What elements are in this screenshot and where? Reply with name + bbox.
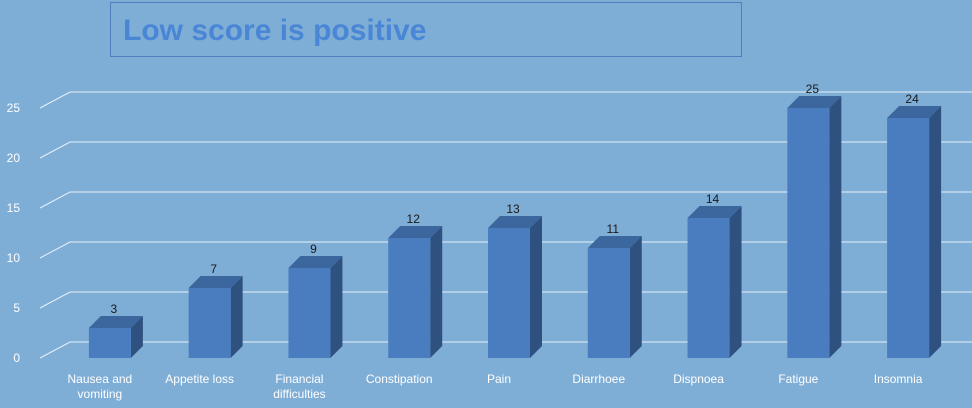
y-tick-label: 25 bbox=[7, 101, 21, 115]
bar-side bbox=[829, 96, 842, 358]
bar-side bbox=[530, 216, 542, 358]
y-tick-label: 10 bbox=[7, 251, 21, 265]
x-tick-label: Constipation bbox=[366, 372, 433, 386]
x-tick-label-line: Diarrhoee bbox=[572, 372, 625, 386]
bar-side bbox=[929, 106, 942, 358]
bar-top bbox=[887, 106, 942, 118]
x-tick-label: Pain bbox=[487, 372, 511, 386]
x-tick-label: Appetite loss bbox=[165, 372, 234, 386]
x-tick-label-line: Dispnoea bbox=[673, 372, 724, 386]
x-tick-label: Dispnoea bbox=[673, 372, 724, 386]
x-tick-label-line: Appetite loss bbox=[165, 372, 234, 386]
x-tick-label-line: Fatigue bbox=[778, 372, 818, 386]
bar bbox=[687, 218, 730, 358]
bar-top bbox=[88, 316, 143, 328]
bar-top bbox=[787, 96, 842, 108]
bar-top bbox=[687, 206, 742, 218]
bar bbox=[288, 268, 331, 358]
gridline bbox=[39, 341, 972, 359]
bar-top bbox=[587, 236, 642, 248]
bar-top bbox=[188, 276, 243, 288]
gridline bbox=[39, 291, 972, 309]
x-tick-label-line: Nausea and bbox=[68, 372, 133, 386]
data-label: 7 bbox=[210, 262, 217, 276]
x-tick-label-line: Constipation bbox=[366, 372, 433, 386]
data-label: 25 bbox=[806, 82, 820, 96]
bar bbox=[787, 108, 830, 358]
data-label: 3 bbox=[111, 302, 118, 316]
bar-side bbox=[230, 276, 243, 358]
data-label: 9 bbox=[310, 242, 317, 256]
bar-top bbox=[288, 256, 343, 268]
x-tick-label-line: difficulties bbox=[273, 387, 325, 401]
x-tick-label-line: Insomnia bbox=[874, 372, 923, 386]
x-tick-label: Fatigue bbox=[778, 372, 818, 386]
x-tick-label-line: Pain bbox=[487, 372, 511, 386]
x-tick-label-line: Financial bbox=[275, 372, 323, 386]
bar-top bbox=[488, 216, 542, 228]
bar-top bbox=[388, 226, 443, 238]
y-tick-label: 0 bbox=[13, 351, 20, 365]
data-label: 11 bbox=[607, 222, 620, 236]
bar-side bbox=[130, 316, 143, 358]
gridline bbox=[39, 191, 972, 209]
bar-side bbox=[729, 206, 742, 358]
gridline bbox=[39, 91, 972, 109]
chart-title-box: Low score is positive bbox=[110, 2, 742, 57]
data-label: 14 bbox=[706, 192, 720, 206]
y-tick-label: 15 bbox=[7, 201, 21, 215]
bar-side bbox=[330, 256, 343, 358]
x-tick-label: Financial difficulties bbox=[273, 372, 325, 401]
data-label: 13 bbox=[506, 202, 520, 216]
x-tick-label: Diarrhoee bbox=[572, 372, 625, 386]
bar-side bbox=[430, 226, 443, 358]
bar bbox=[88, 328, 131, 358]
gridline bbox=[39, 241, 972, 259]
bar bbox=[388, 238, 431, 358]
bar bbox=[488, 228, 530, 358]
chart-title: Low score is positive bbox=[123, 14, 427, 47]
x-tick-label: Nausea and vomiting bbox=[68, 372, 133, 401]
y-tick-label: 5 bbox=[13, 301, 20, 315]
bar bbox=[587, 248, 630, 358]
bar bbox=[887, 118, 930, 358]
x-tick-label-line: vomiting bbox=[78, 387, 123, 401]
bar-side bbox=[629, 236, 642, 358]
data-label: 12 bbox=[407, 212, 421, 226]
gridline bbox=[39, 141, 972, 159]
bar bbox=[188, 288, 231, 358]
data-label: 24 bbox=[905, 92, 919, 106]
y-tick-label: 20 bbox=[7, 151, 21, 165]
x-tick-label: Insomnia bbox=[874, 372, 923, 386]
